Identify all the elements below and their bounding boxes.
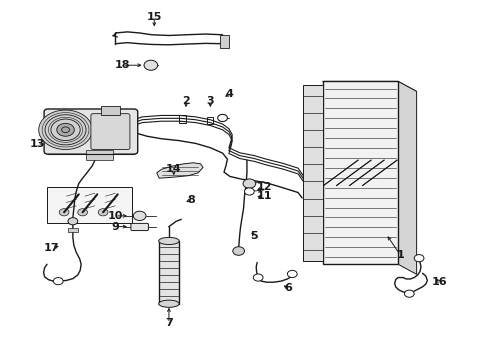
Circle shape xyxy=(243,179,255,188)
Bar xyxy=(206,117,212,125)
Text: 4: 4 xyxy=(225,89,233,99)
Circle shape xyxy=(232,247,244,255)
Circle shape xyxy=(53,278,63,285)
Text: 17: 17 xyxy=(44,243,60,253)
Circle shape xyxy=(98,209,108,216)
Circle shape xyxy=(51,119,80,140)
Circle shape xyxy=(253,274,263,281)
FancyBboxPatch shape xyxy=(91,114,130,149)
Circle shape xyxy=(404,290,413,297)
Text: 11: 11 xyxy=(256,191,271,201)
Polygon shape xyxy=(157,163,203,178)
Ellipse shape xyxy=(158,300,179,307)
Text: 10: 10 xyxy=(107,211,122,221)
Text: 15: 15 xyxy=(146,12,162,22)
Text: 8: 8 xyxy=(186,195,194,205)
Text: 1: 1 xyxy=(396,250,404,260)
Polygon shape xyxy=(397,81,416,274)
FancyBboxPatch shape xyxy=(131,224,148,230)
Circle shape xyxy=(61,127,69,133)
Ellipse shape xyxy=(158,237,179,244)
Text: 6: 6 xyxy=(284,283,292,293)
Circle shape xyxy=(68,218,78,225)
Text: 12: 12 xyxy=(256,182,271,192)
Text: 14: 14 xyxy=(165,164,181,174)
Bar xyxy=(303,85,323,261)
FancyBboxPatch shape xyxy=(44,109,138,154)
Circle shape xyxy=(413,255,423,262)
Circle shape xyxy=(144,60,158,70)
Circle shape xyxy=(78,209,87,216)
Circle shape xyxy=(45,115,86,145)
Bar xyxy=(179,115,185,123)
Circle shape xyxy=(244,188,254,195)
Text: 18: 18 xyxy=(115,60,130,70)
Circle shape xyxy=(39,110,92,149)
Bar xyxy=(101,107,120,116)
Bar xyxy=(86,150,113,160)
Text: 9: 9 xyxy=(111,222,119,231)
Circle shape xyxy=(57,123,74,136)
Bar xyxy=(220,36,228,48)
Text: 16: 16 xyxy=(431,277,447,287)
Bar xyxy=(47,187,132,223)
Text: 3: 3 xyxy=(206,96,214,106)
Bar xyxy=(68,228,78,232)
Bar xyxy=(322,81,397,264)
Text: 2: 2 xyxy=(182,96,189,106)
Text: 7: 7 xyxy=(165,319,172,328)
Polygon shape xyxy=(322,81,416,91)
Circle shape xyxy=(217,114,227,122)
Bar xyxy=(158,241,179,304)
Text: 5: 5 xyxy=(250,231,258,240)
Circle shape xyxy=(287,270,297,278)
Text: 13: 13 xyxy=(29,139,45,149)
Circle shape xyxy=(133,211,146,221)
Circle shape xyxy=(59,209,69,216)
